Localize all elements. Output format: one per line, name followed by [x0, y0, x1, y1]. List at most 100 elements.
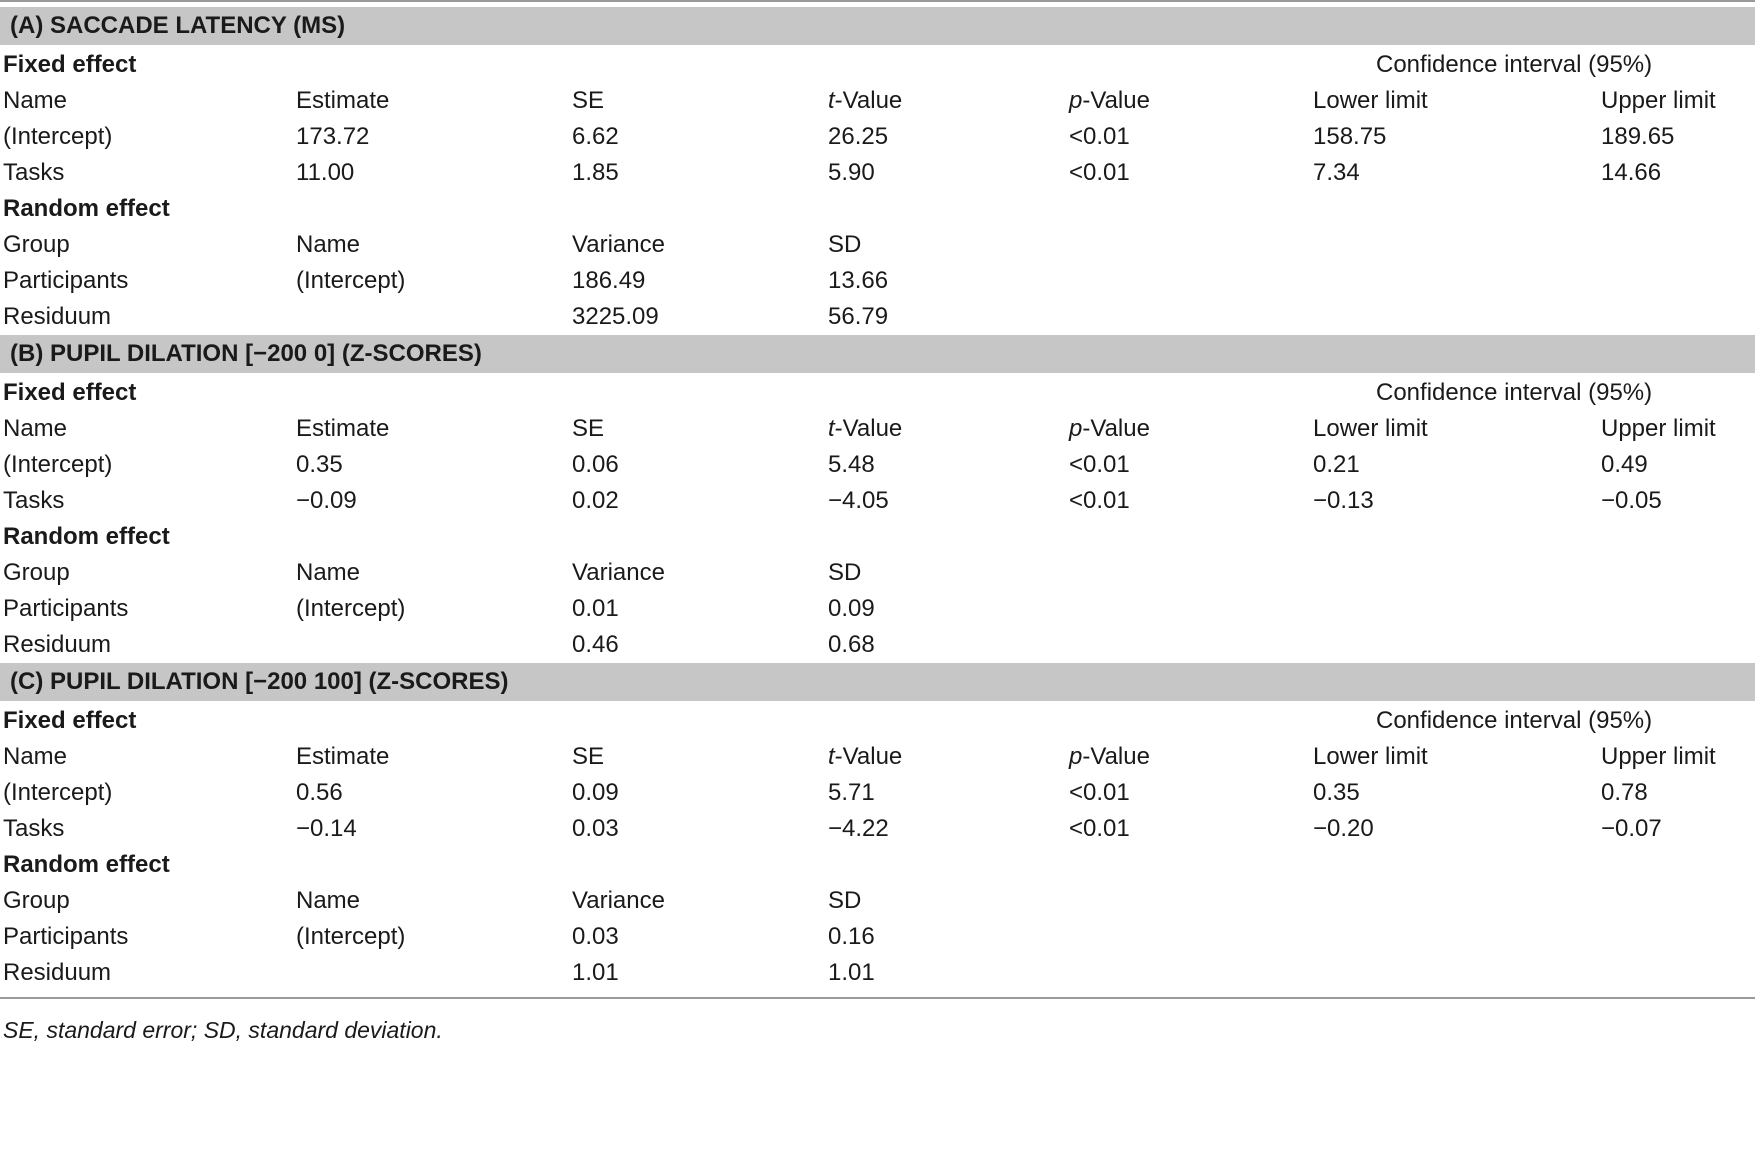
- table-cell: 0.35: [1313, 779, 1360, 806]
- confidence-interval-label: Confidence interval (95%): [1376, 51, 1653, 78]
- table-cell: 5.48: [828, 451, 875, 478]
- table-cell: Residuum: [3, 631, 112, 658]
- random-effect-label: Random effect: [3, 851, 170, 878]
- section-header: (C) PUPIL DILATION [−200 100] (Z-SCORES): [0, 663, 1755, 701]
- column-header: t-Value: [828, 415, 903, 442]
- table-row: Participants (Intercept) 0.03 0.16: [0, 917, 1755, 957]
- table-cell: <0.01: [1069, 451, 1130, 478]
- fixed-effect-label: Fixed effect: [3, 707, 137, 734]
- column-header: SD: [828, 887, 862, 914]
- table-cell: 5.71: [828, 779, 875, 806]
- table-cell: −0.20: [1313, 815, 1374, 842]
- table-cell: Tasks: [3, 487, 65, 514]
- column-header: Name: [296, 559, 361, 586]
- table-cell: 0.35: [296, 451, 343, 478]
- table-cell: (Intercept): [296, 267, 406, 294]
- table-row: (Intercept) 173.72 6.62 26.25 <0.01 158.75 189…: [0, 117, 1755, 157]
- table-cell: <0.01: [1069, 123, 1130, 150]
- table-cell: 0.46: [572, 631, 619, 658]
- fixed-effect-header-row: Name Estimate SE t-Value p-Value Lower limit U…: [0, 737, 1755, 777]
- table-cell: 5.90: [828, 159, 875, 186]
- table-cell: 3225.09: [572, 303, 659, 330]
- table-cell: 7.34: [1313, 159, 1360, 186]
- column-header: Lower limit: [1313, 87, 1428, 114]
- table-cell: Tasks: [3, 815, 65, 842]
- fixed-effect-label-row: Fixed effect Confidence interval (95%): [0, 701, 1755, 741]
- table-cell: Participants: [3, 267, 129, 294]
- table-cell: <0.01: [1069, 159, 1130, 186]
- table-row: Residuum 3225.09 56.79: [0, 297, 1755, 337]
- fixed-effect-label-row: Fixed effect Confidence interval (95%): [0, 373, 1755, 413]
- table-row: Residuum 0.46 0.68: [0, 625, 1755, 665]
- column-header: Name: [296, 231, 361, 258]
- table-cell: 26.25: [828, 123, 889, 150]
- table-row: (Intercept) 0.35 0.06 5.48 <0.01 0.21 0.49: [0, 445, 1755, 485]
- column-header: t-Value: [828, 743, 903, 770]
- table-cell: 0.03: [572, 815, 619, 842]
- table-cell: (Intercept): [3, 123, 113, 150]
- random-effect-header-row: Group Name Variance SD: [0, 225, 1755, 265]
- table-cell: Tasks: [3, 159, 65, 186]
- table-row: Participants (Intercept) 0.01 0.09: [0, 589, 1755, 629]
- column-header: p-Value: [1069, 415, 1150, 442]
- random-effect-header-row: Group Name Variance SD: [0, 881, 1755, 921]
- table-row: Participants (Intercept) 186.49 13.66: [0, 261, 1755, 301]
- table-cell: 0.02: [572, 487, 619, 514]
- table-row: Tasks −0.09 0.02 −4.05 <0.01 −0.13 −0.05: [0, 481, 1755, 521]
- table-cell: (Intercept): [3, 779, 113, 806]
- fixed-effect-label: Fixed effect: [3, 51, 137, 78]
- column-header: Variance: [572, 887, 665, 914]
- random-effect-label: Random effect: [3, 523, 170, 550]
- table-cell: 1.01: [572, 959, 619, 986]
- table-cell: 0.03: [572, 923, 619, 950]
- table-cell: <0.01: [1069, 779, 1130, 806]
- table-cell: −4.05: [828, 487, 889, 514]
- column-header: Variance: [572, 231, 665, 258]
- table-cell: 0.78: [1601, 779, 1648, 806]
- table-cell: −0.07: [1601, 815, 1662, 842]
- column-header: Upper limit: [1601, 87, 1716, 114]
- table-cell: <0.01: [1069, 815, 1130, 842]
- table-cell: −0.09: [296, 487, 357, 514]
- random-effect-label-row: Random effect: [0, 189, 1755, 229]
- column-header: p-Value: [1069, 743, 1150, 770]
- column-header: SD: [828, 231, 862, 258]
- confidence-interval-label: Confidence interval (95%): [1376, 707, 1653, 734]
- table-cell: 56.79: [828, 303, 889, 330]
- table-row: (Intercept) 0.56 0.09 5.71 <0.01 0.35 0.78: [0, 773, 1755, 813]
- column-header: Group: [3, 231, 70, 258]
- table-cell: Residuum: [3, 959, 112, 986]
- column-header: Name: [3, 743, 68, 770]
- column-header: Name: [296, 887, 361, 914]
- fixed-effect-label-row: Fixed effect Confidence interval (95%): [0, 45, 1755, 85]
- column-header: t-Value: [828, 87, 903, 114]
- random-effect-label: Random effect: [3, 195, 170, 222]
- table-cell: 173.72: [296, 123, 370, 150]
- column-header: Upper limit: [1601, 743, 1716, 770]
- column-header: SE: [572, 743, 605, 770]
- table-cell: 186.49: [572, 267, 646, 294]
- fixed-effect-header-row: Name Estimate SE t-Value p-Value Lower limit U…: [0, 409, 1755, 449]
- table-cell: 0.09: [572, 779, 619, 806]
- table-cell: 6.62: [572, 123, 619, 150]
- table-row: Tasks −0.14 0.03 −4.22 <0.01 −0.20 −0.07: [0, 809, 1755, 849]
- column-header: Group: [3, 887, 70, 914]
- column-header: SD: [828, 559, 862, 586]
- table-cell: 0.56: [296, 779, 343, 806]
- table-cell: 13.66: [828, 267, 889, 294]
- column-header: Group: [3, 559, 70, 586]
- table-row: Tasks 11.00 1.85 5.90 <0.01 7.34 14.66: [0, 153, 1755, 193]
- table-cell: −0.13: [1313, 487, 1374, 514]
- table-cell: 189.65: [1601, 123, 1675, 150]
- table-cell: 0.09: [828, 595, 875, 622]
- table-cell: 0.16: [828, 923, 875, 950]
- column-header: Estimate: [296, 87, 390, 114]
- table-cell: 0.01: [572, 595, 619, 622]
- table-cell: (Intercept): [296, 595, 406, 622]
- table-row: Residuum 1.01 1.01: [0, 953, 1755, 993]
- column-header: SE: [572, 87, 605, 114]
- column-header: Upper limit: [1601, 415, 1716, 442]
- section-header: (A) SACCADE LATENCY (MS): [0, 7, 1755, 45]
- table-cell: 0.49: [1601, 451, 1648, 478]
- column-header: SE: [572, 415, 605, 442]
